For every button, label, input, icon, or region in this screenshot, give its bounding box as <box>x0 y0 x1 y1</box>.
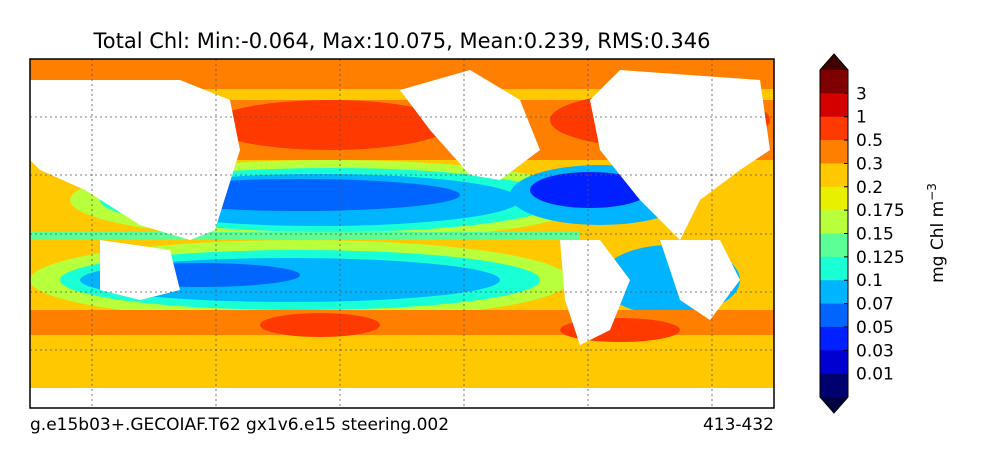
colorbar-label: mg Chl m−3 <box>925 183 948 283</box>
map-title: Total Chl: Min:-0.064, Max:10.075, Mean:… <box>93 29 711 53</box>
colorbar-segment <box>820 233 848 258</box>
unit: mg Chl m <box>928 201 948 283</box>
colorbar-tick-label: 0.03 <box>856 341 894 361</box>
colorbar-segment <box>820 326 848 351</box>
colorbar-tick-label: 0.05 <box>856 318 894 338</box>
colorbar-segment <box>820 303 848 328</box>
colorbar-segment <box>820 373 848 398</box>
colorbar-extend-bottom <box>820 397 848 413</box>
colorbar-segment <box>820 163 848 188</box>
footer-right: 413-432 <box>703 415 774 435</box>
colorbar-extend-top <box>820 54 848 70</box>
colorbar-segment <box>820 210 848 234</box>
colorbar-tick-label: 0.15 <box>856 225 894 245</box>
unit-exponent: −3 <box>925 183 939 201</box>
colorbar-tick-label: 0.07 <box>856 295 894 315</box>
colorbar-segment <box>820 70 848 94</box>
colorbar-tick-label: 0.2 <box>856 178 883 198</box>
colorbar-tick-label: 3 <box>856 84 867 104</box>
colorbar-outline <box>819 53 849 414</box>
colorbar-segment <box>820 186 848 211</box>
colorbar-tick-label: 0.5 <box>856 131 883 151</box>
colorbar-segment <box>820 350 848 375</box>
colorbar-segment <box>820 280 848 305</box>
footer-left: g.e15b03+.GECOIAF.T62 gx1v6.e15 steering… <box>30 415 449 435</box>
colorbar-segment <box>820 256 848 281</box>
colorbar: 3 1 0.5 0.3 0.2 0.175 0.15 0.125 0.1 0.07 0.05 0.03… <box>819 53 905 414</box>
colorbar-segment <box>820 140 848 164</box>
colorbar-tick-label: 1 <box>856 108 867 128</box>
colorbar-segment <box>820 116 848 141</box>
colorbar-segment <box>820 93 848 118</box>
colorbar-tick-label: 0.01 <box>856 365 894 385</box>
colorbar-tick-label: 0.3 <box>856 154 883 174</box>
colorbar-tick-label: 0.125 <box>856 248 905 268</box>
map <box>29 58 775 409</box>
colorbar-tick-label: 0.1 <box>856 271 883 291</box>
colorbar-tick-label: 0.175 <box>856 201 905 221</box>
